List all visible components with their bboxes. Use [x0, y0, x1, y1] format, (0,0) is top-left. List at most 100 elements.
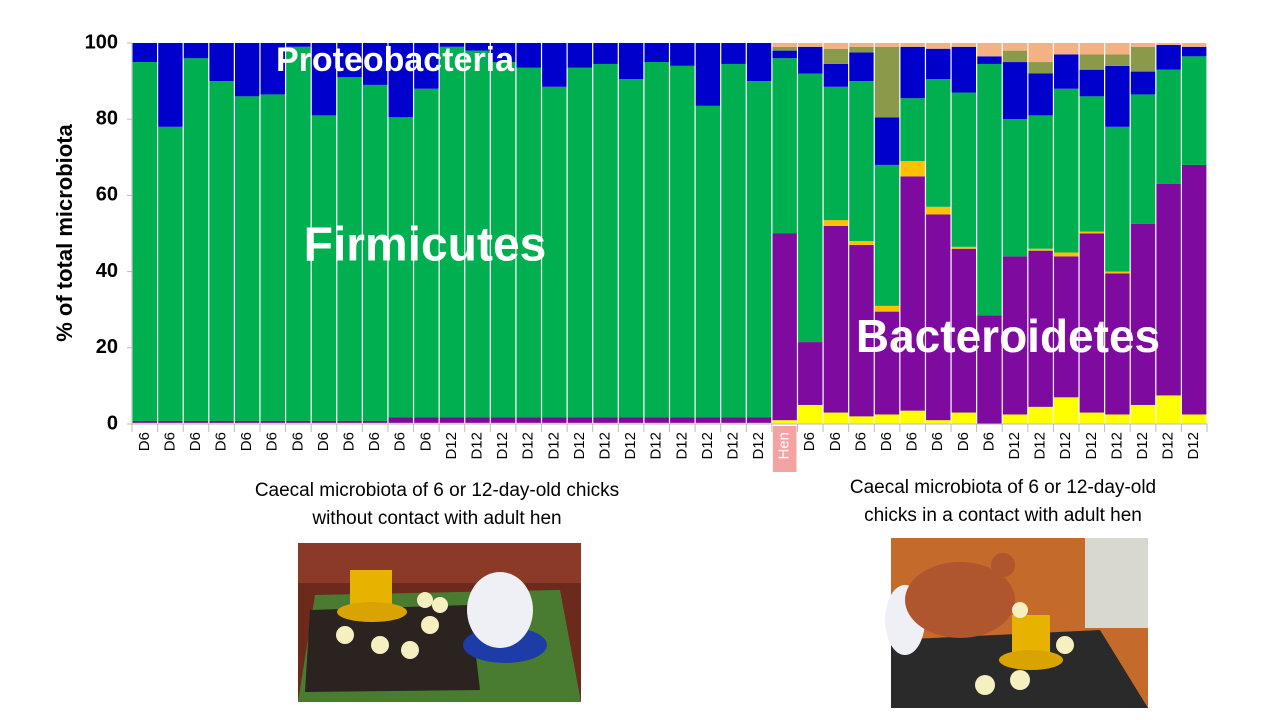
x-tick-label: D12 — [622, 432, 639, 460]
bar-segment — [260, 94, 285, 421]
photo-right — [885, 538, 1148, 708]
bar-segment — [567, 417, 593, 423]
bar-segment — [900, 43, 925, 47]
bar-segment — [951, 248, 977, 413]
x-tick-label: D6 — [980, 432, 997, 451]
bar-segment — [951, 92, 977, 247]
bar-segment — [1002, 50, 1028, 63]
bar-segment — [311, 422, 337, 424]
bar-segment — [874, 46, 900, 118]
bar-segment — [260, 420, 285, 423]
bar-segment — [542, 417, 567, 423]
bar-segment — [772, 58, 797, 234]
bar-segment — [874, 311, 900, 415]
bar-segment — [132, 43, 157, 63]
bar-segment — [234, 422, 260, 424]
y-tick-label: 20 — [96, 336, 118, 358]
x-tick-label: D12 — [673, 432, 690, 460]
bar-segment — [1028, 115, 1053, 249]
bar-segment — [618, 79, 644, 418]
bar-segment — [1105, 414, 1130, 424]
bar-segment — [1156, 69, 1181, 184]
bar-segment — [234, 420, 260, 423]
bar-segment — [311, 420, 337, 423]
bar-segment — [823, 48, 849, 64]
x-tick-label: D12 — [1057, 432, 1074, 460]
bar-segment — [721, 422, 746, 424]
bar-segment — [670, 417, 695, 423]
bar-segment — [1182, 43, 1207, 47]
bar-segment — [516, 417, 541, 423]
x-tick-label: D12 — [648, 432, 665, 460]
x-tick-label: D12 — [545, 432, 562, 460]
bar-segment — [1054, 252, 1079, 257]
bar-segment — [1079, 54, 1105, 70]
bar-segment — [465, 43, 490, 51]
bar-segment — [951, 412, 977, 424]
bar-segment — [388, 117, 413, 418]
bar-segment — [695, 43, 721, 106]
bar-segment — [1130, 46, 1156, 72]
bar-segment — [1054, 256, 1079, 398]
bar-segment — [772, 233, 797, 421]
bar-segment — [132, 422, 157, 424]
bar-segment — [798, 404, 823, 424]
bar-segment — [1182, 414, 1207, 424]
bar-segment — [1156, 43, 1181, 45]
bar-segment — [183, 420, 209, 423]
x-tick-label: D6 — [213, 432, 230, 451]
x-tick-label: D6 — [955, 432, 972, 451]
x-tick-label: D12 — [750, 432, 767, 460]
bar-segment — [900, 161, 925, 177]
bar-segment — [516, 43, 541, 68]
bar-segment — [695, 422, 721, 424]
bar-segment — [1028, 73, 1053, 116]
x-tick-label: D6 — [827, 432, 844, 451]
bar-segment — [209, 81, 234, 421]
y-tick-label: 0 — [107, 412, 118, 434]
bar-segment — [900, 176, 925, 411]
bar-segment — [1002, 43, 1028, 51]
bar-segment — [874, 305, 900, 312]
x-tick-label: D6 — [341, 432, 358, 451]
bar-segment — [1002, 414, 1028, 424]
bar-segment — [670, 422, 695, 424]
x-tick-label: D12 — [1134, 432, 1151, 460]
bar-segment — [644, 62, 669, 418]
bar-segment — [593, 422, 618, 424]
x-tick-label: D6 — [238, 432, 255, 451]
bar-segment — [1130, 43, 1156, 47]
bar-segment — [849, 52, 874, 82]
bar-segment — [1002, 62, 1028, 120]
x-tick-label: D12 — [724, 432, 741, 460]
bar-segment — [926, 206, 951, 215]
bar-segment — [465, 422, 490, 424]
bar-segment — [798, 73, 823, 343]
bar-segment — [337, 422, 362, 424]
bar-segment — [926, 420, 951, 424]
bar-segment — [1028, 43, 1053, 63]
bar-segment — [260, 43, 285, 95]
x-tick-label: D12 — [1032, 432, 1049, 460]
bar-segment — [542, 86, 567, 418]
x-tick-label: D6 — [878, 432, 895, 451]
bar-segment — [1156, 183, 1181, 396]
y-axis-label: % of total microbiota — [52, 123, 77, 341]
bar-segment — [465, 417, 490, 423]
bar-segment — [823, 225, 849, 413]
bar-segment — [618, 43, 644, 80]
bar-segment — [977, 43, 1002, 57]
y-tick-label: 80 — [96, 107, 118, 129]
bar-segment — [542, 422, 567, 424]
bar-segment — [439, 417, 465, 423]
bar-segment — [823, 63, 849, 87]
bar-segment — [874, 43, 900, 47]
bar-segment — [874, 414, 900, 424]
annotation: Proteobacteria — [276, 41, 515, 79]
bar-segment — [823, 412, 849, 424]
bar-segment — [849, 43, 874, 47]
bar-segment — [593, 63, 618, 418]
bar-segment — [1054, 397, 1079, 424]
bar-segment — [849, 46, 874, 53]
bar-segment — [286, 43, 311, 47]
